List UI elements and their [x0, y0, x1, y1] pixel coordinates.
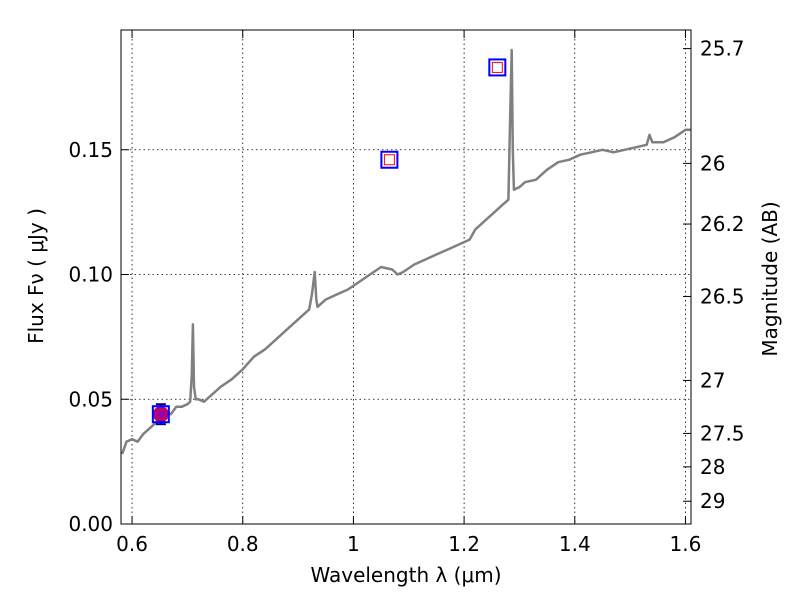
- mag-tick-label: 29: [700, 489, 725, 513]
- y-tick-label: 0.00: [68, 512, 113, 536]
- model-band-outer-square: [380, 150, 399, 169]
- mag-tick-label: 28: [700, 455, 725, 479]
- mag-tick-label: 27: [700, 368, 725, 392]
- x-axis-label: Wavelength λ (μm): [310, 563, 501, 587]
- photometry-points: [151, 58, 507, 426]
- y-tick-label: 0.15: [68, 138, 113, 162]
- x-tick-label: 0.8: [227, 532, 259, 556]
- x-tick-label: 1.2: [448, 532, 480, 556]
- x-tick-label: 1.4: [559, 532, 591, 556]
- spectrum-line: [120, 48, 691, 455]
- model-band-inner-square: [491, 61, 503, 73]
- y-tick-label: 0.05: [68, 387, 113, 411]
- spectrum-series: [120, 48, 691, 455]
- y-axis-label: Flux Fν ( μJy ): [24, 208, 48, 344]
- plot-frame: [120, 29, 692, 525]
- mag-tick-label: 26: [700, 151, 725, 175]
- observed-point: [152, 406, 169, 423]
- x-tick-label: 1: [347, 532, 360, 556]
- y-tick-label: 0.10: [68, 263, 113, 287]
- mag-tick-label: 25.7: [700, 37, 745, 61]
- grid: [121, 30, 691, 524]
- x-tick-label: 0.6: [116, 532, 148, 556]
- mag-tick-label: 27.5: [700, 421, 745, 445]
- axis-ticks: 0.6 0.8 1 1.2 1.4 1.6 0.00 0.05 0.10 0.15 25.7 26 26…: [68, 30, 745, 556]
- mag-tick-label: 26.5: [700, 284, 745, 308]
- right-y-axis-label: Magnitude (AB): [758, 201, 782, 356]
- x-tick-label: 1.6: [670, 532, 702, 556]
- model-band-inner-square: [155, 408, 167, 420]
- model-band-outer-square: [488, 58, 507, 77]
- model-band-inner-square: [383, 154, 395, 166]
- mag-tick-label: 26.2: [700, 212, 745, 236]
- model-band-outer-square: [151, 405, 170, 424]
